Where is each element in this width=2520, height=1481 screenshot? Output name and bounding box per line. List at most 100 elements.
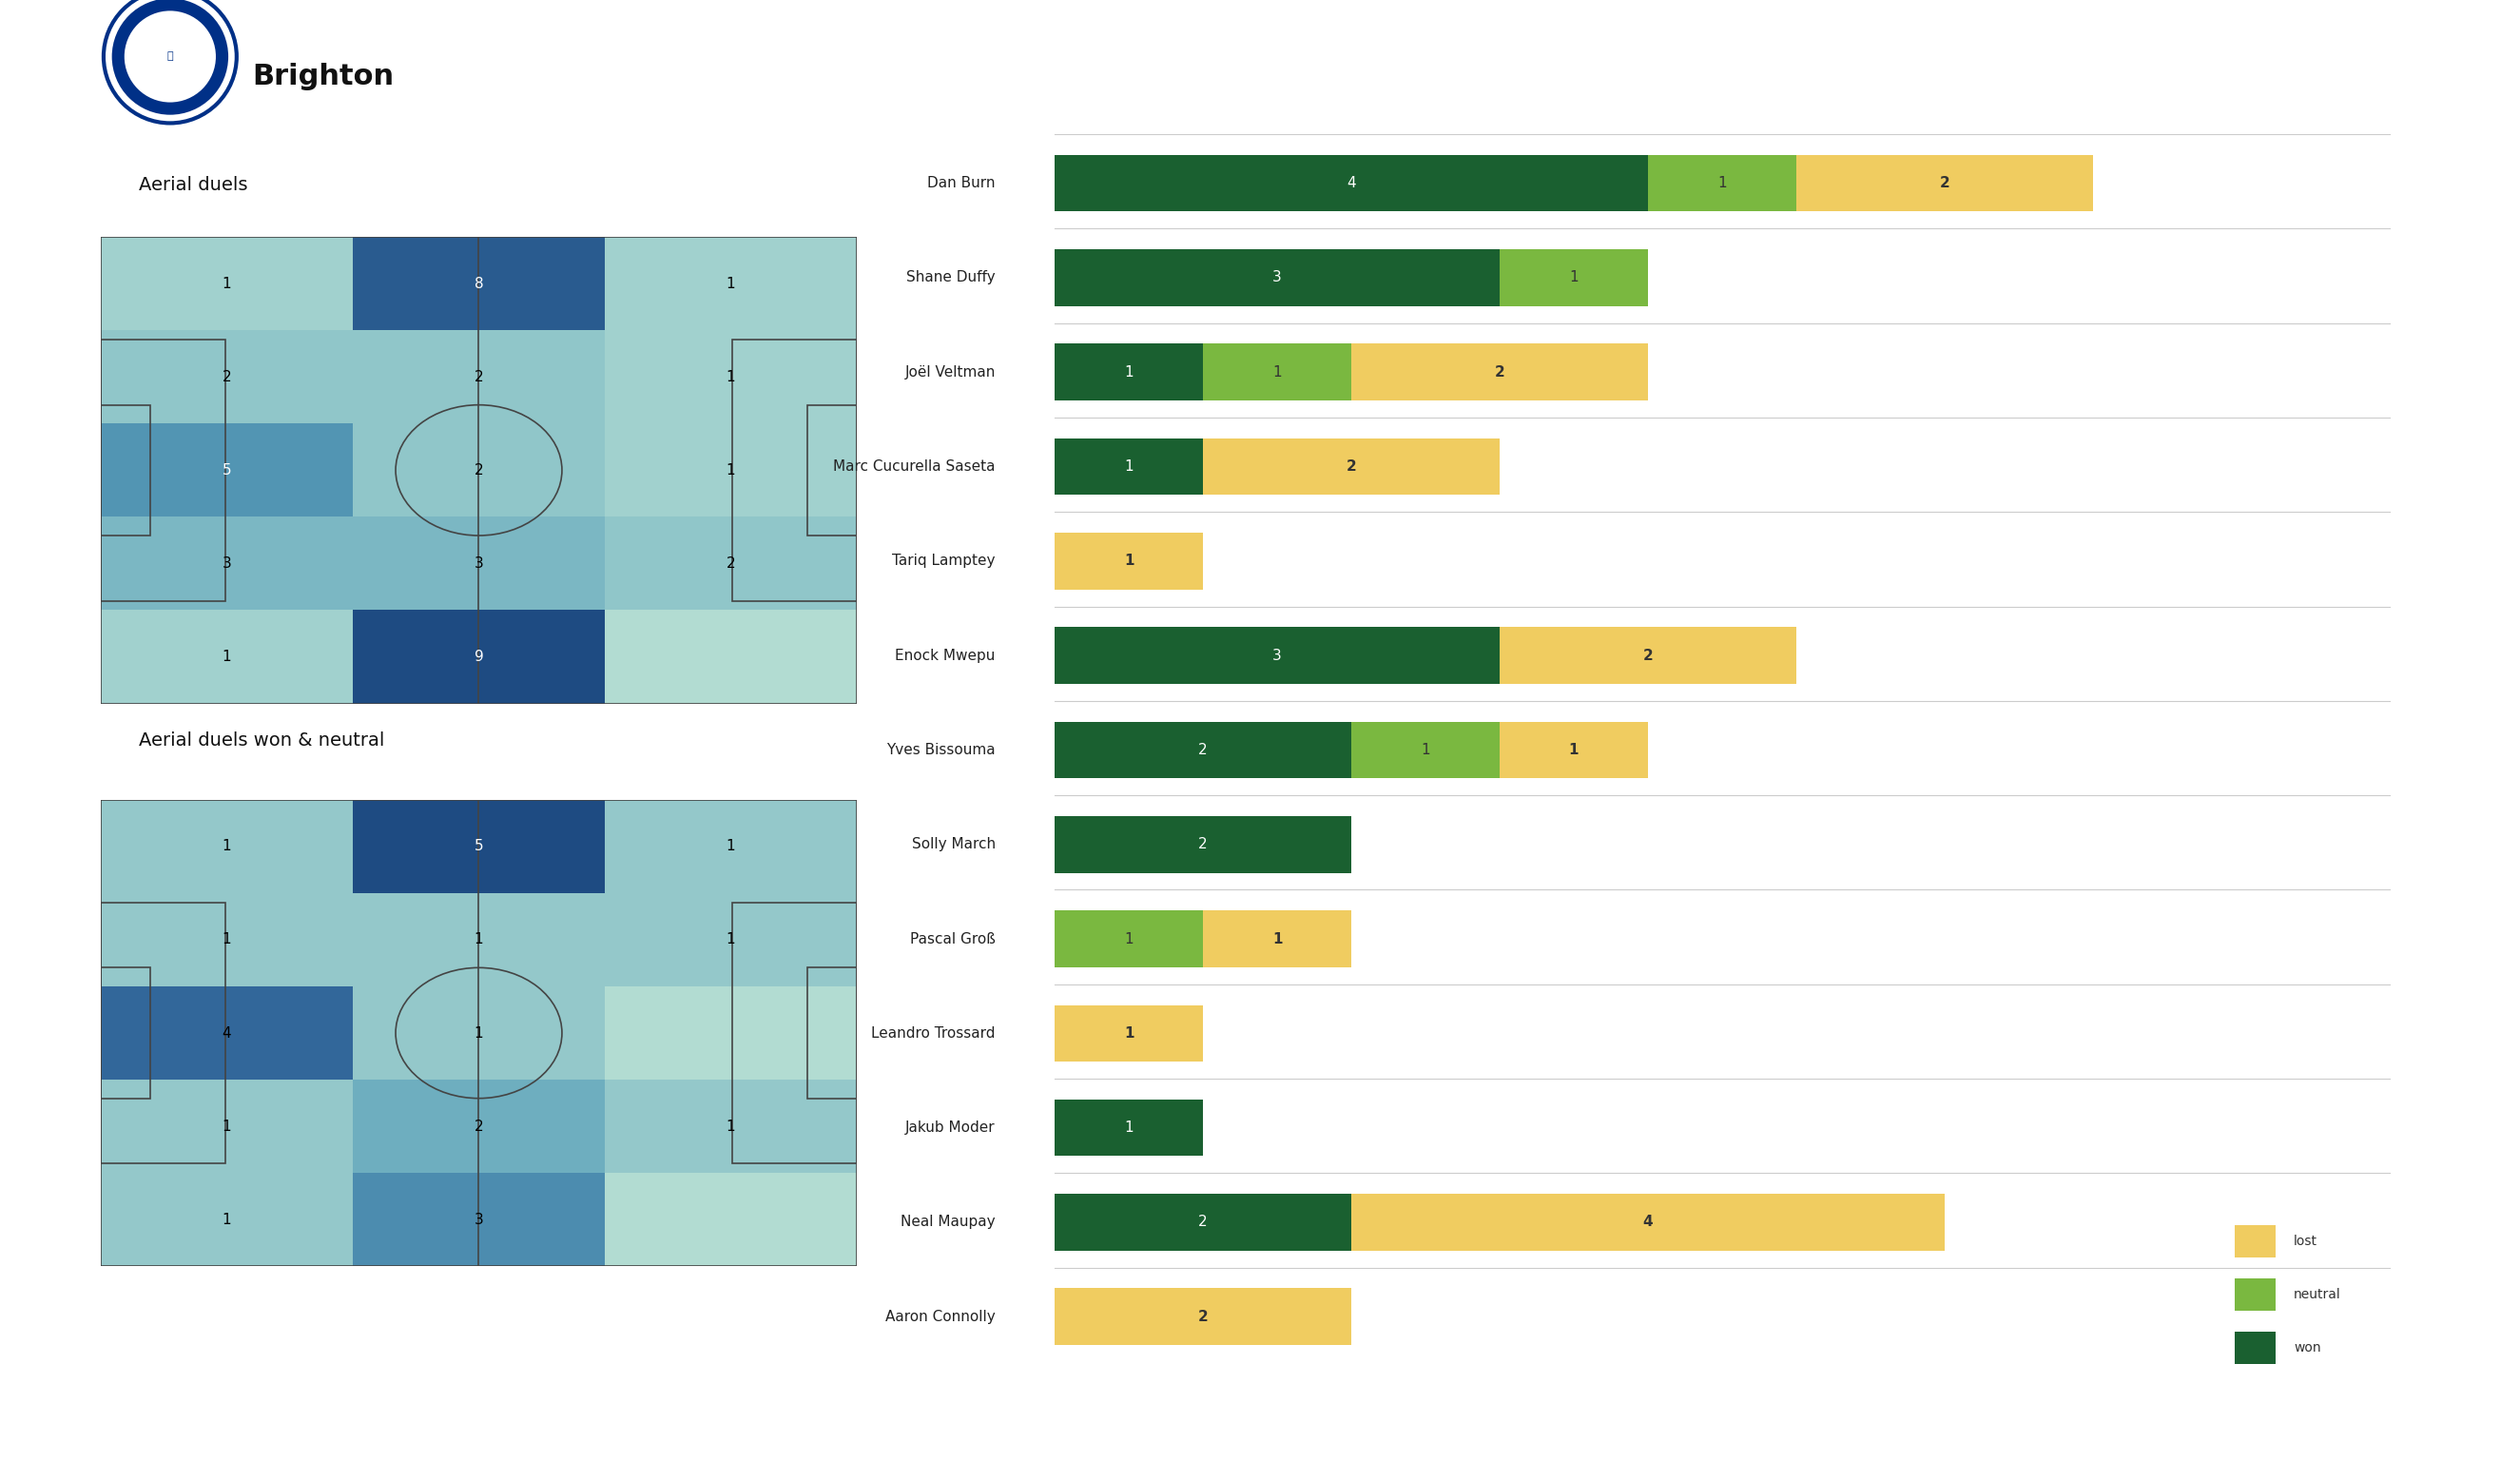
Text: 2: 2 — [474, 1120, 484, 1133]
Text: Pascal Groß: Pascal Groß — [910, 932, 995, 946]
Text: 4: 4 — [1346, 176, 1356, 191]
Bar — [1499, 721, 1648, 779]
Text: 1: 1 — [1421, 743, 1429, 757]
Text: 3: 3 — [474, 557, 484, 570]
Bar — [101, 339, 224, 601]
Text: 2: 2 — [474, 464, 484, 477]
Bar — [605, 800, 857, 893]
Bar — [101, 424, 353, 517]
Bar — [1056, 626, 1499, 684]
Text: 1: 1 — [1570, 743, 1580, 757]
Bar — [1056, 1099, 1202, 1157]
Text: 1: 1 — [1124, 554, 1134, 569]
Circle shape — [123, 10, 217, 102]
Bar — [605, 1080, 857, 1173]
Bar — [1797, 156, 2094, 212]
Text: 9: 9 — [474, 650, 484, 663]
Bar — [605, 986, 857, 1080]
Bar — [1056, 1288, 1351, 1345]
Bar — [101, 330, 353, 424]
Text: 3: 3 — [474, 1213, 484, 1226]
Bar — [101, 986, 353, 1080]
Bar — [1202, 344, 1351, 400]
Text: ⚽: ⚽ — [166, 52, 174, 61]
Text: Marc Cucurella Saseta: Marc Cucurella Saseta — [834, 459, 995, 474]
Circle shape — [113, 1, 227, 113]
Text: 1: 1 — [474, 1026, 484, 1040]
Bar — [101, 237, 353, 330]
Text: 1: 1 — [726, 840, 736, 853]
Text: Aerial duels: Aerial duels — [139, 176, 247, 194]
Text: 1: 1 — [1124, 364, 1134, 379]
Bar — [605, 330, 857, 424]
Text: lost: lost — [2293, 1235, 2318, 1247]
Text: 8: 8 — [474, 277, 484, 290]
Bar — [806, 404, 857, 536]
Bar — [353, 610, 605, 703]
Text: 1: 1 — [1719, 176, 1726, 191]
Text: 2: 2 — [1940, 176, 1950, 191]
Text: 1: 1 — [1124, 932, 1134, 946]
Text: 5: 5 — [474, 840, 484, 853]
Text: 2: 2 — [1200, 743, 1207, 757]
Text: Aaron Connolly: Aaron Connolly — [885, 1309, 995, 1324]
Text: 1: 1 — [1273, 932, 1283, 946]
Text: 2: 2 — [1494, 364, 1504, 379]
Bar — [1056, 249, 1499, 307]
Text: Tariq Lamptey: Tariq Lamptey — [892, 554, 995, 569]
Text: 1: 1 — [222, 650, 232, 663]
Text: Joël Veltman: Joël Veltman — [905, 364, 995, 379]
Bar — [2235, 1225, 2276, 1257]
Text: Enock Mwepu: Enock Mwepu — [895, 649, 995, 662]
Bar — [605, 517, 857, 610]
Bar — [353, 237, 605, 330]
Bar — [353, 893, 605, 986]
Bar — [1056, 911, 1202, 967]
Text: 4: 4 — [1643, 1214, 1653, 1229]
Bar — [1202, 438, 1499, 495]
Bar — [806, 967, 857, 1099]
Text: 2: 2 — [1200, 837, 1207, 852]
Text: 1: 1 — [726, 277, 736, 290]
Text: 1: 1 — [1124, 1026, 1134, 1040]
Text: Leandro Trossard: Leandro Trossard — [872, 1026, 995, 1040]
Text: 1: 1 — [1124, 1121, 1134, 1134]
Text: Brighton: Brighton — [252, 62, 393, 90]
Bar — [2235, 1278, 2276, 1311]
Text: 1: 1 — [1273, 364, 1283, 379]
Text: Dan Burn: Dan Burn — [927, 176, 995, 191]
Text: won: won — [2293, 1342, 2321, 1354]
Text: Yves Bissouma: Yves Bissouma — [887, 743, 995, 757]
Bar — [1202, 911, 1351, 967]
Circle shape — [103, 0, 237, 123]
Bar — [1056, 816, 1351, 872]
Bar — [1351, 721, 1499, 779]
Bar — [1648, 156, 1797, 212]
Text: neutral: neutral — [2293, 1288, 2341, 1300]
Bar — [1056, 438, 1202, 495]
Text: 3: 3 — [222, 557, 232, 570]
Text: 1: 1 — [726, 1120, 736, 1133]
Bar — [353, 424, 605, 517]
Text: 1: 1 — [726, 370, 736, 384]
Bar — [1499, 249, 1648, 307]
Bar — [605, 237, 857, 330]
Text: 1: 1 — [222, 933, 232, 946]
Bar — [1056, 1194, 1351, 1250]
Bar — [1056, 721, 1351, 779]
Bar — [1056, 344, 1202, 400]
Bar — [1499, 626, 1797, 684]
Bar — [1056, 1006, 1202, 1062]
Bar — [101, 1080, 353, 1173]
Circle shape — [111, 0, 229, 116]
Text: 3: 3 — [1273, 649, 1283, 662]
Bar — [101, 404, 151, 536]
Text: 2: 2 — [474, 370, 484, 384]
Text: 2: 2 — [1643, 649, 1653, 662]
Text: 1: 1 — [222, 277, 232, 290]
Bar — [605, 1173, 857, 1266]
Bar — [731, 902, 857, 1164]
Bar — [353, 517, 605, 610]
Bar — [605, 893, 857, 986]
Bar — [353, 1173, 605, 1266]
